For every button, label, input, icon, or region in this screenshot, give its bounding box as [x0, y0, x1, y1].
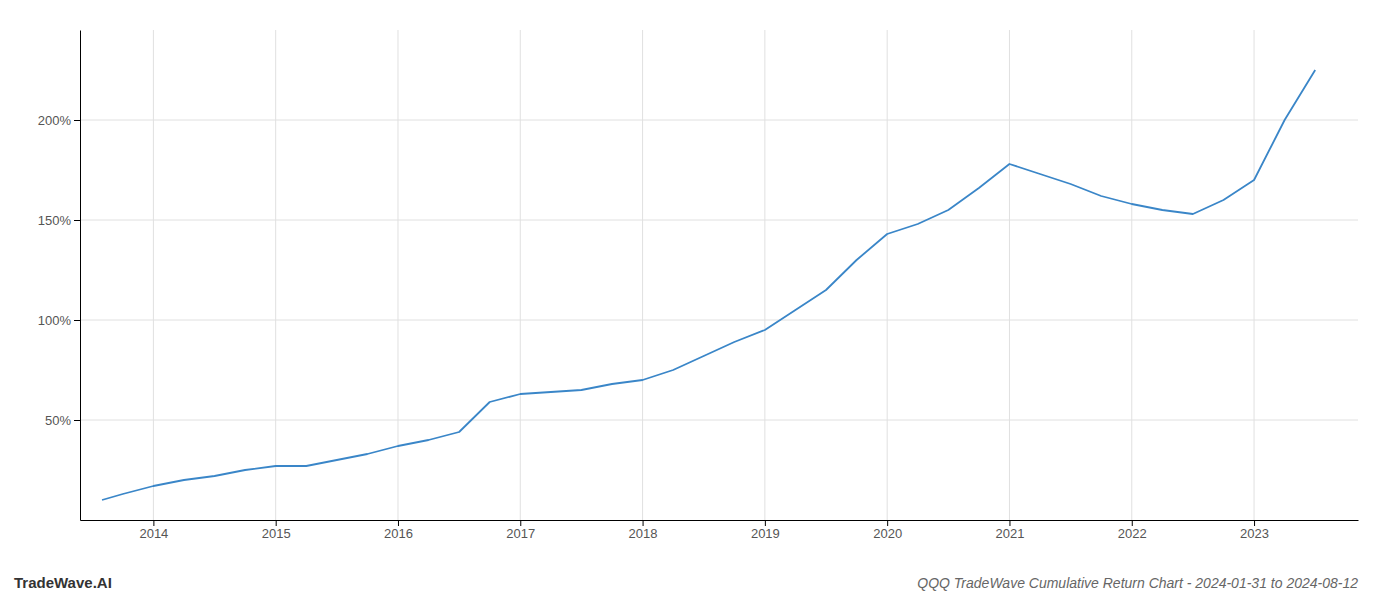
watermark: TradeWave.AI [14, 574, 112, 591]
x-tick-label: 2023 [1240, 526, 1269, 541]
y-tick: 50% [45, 413, 80, 428]
x-tick: 2022 [1118, 520, 1147, 541]
x-tick-mark [887, 520, 888, 526]
y-grid-line [80, 220, 1358, 221]
x-tick-label: 2018 [629, 526, 658, 541]
y-tick: 150% [38, 213, 80, 228]
x-tick-label: 2019 [751, 526, 780, 541]
x-tick-mark [1009, 520, 1010, 526]
y-tick-mark [74, 320, 80, 321]
y-grid-line [80, 320, 1358, 321]
y-grid-line [80, 120, 1358, 121]
x-tick-mark [765, 520, 766, 526]
y-grid-line [80, 420, 1358, 421]
x-grid-line [1131, 30, 1132, 520]
x-tick-mark [153, 520, 154, 526]
x-tick-label: 2020 [873, 526, 902, 541]
x-grid-line [642, 30, 643, 520]
x-tick: 2014 [139, 520, 168, 541]
x-tick-mark [398, 520, 399, 526]
x-tick-mark [643, 520, 644, 526]
x-grid-line [153, 30, 154, 520]
y-tick-label: 200% [38, 113, 72, 128]
grid [80, 30, 1358, 520]
y-tick-label: 50% [45, 413, 71, 428]
y-tick-mark [74, 120, 80, 121]
x-tick-mark [1254, 520, 1255, 526]
x-axis-line [81, 520, 1359, 521]
chart-container: 2014 2015 2016 2017 2018 2019 2020 2021 2022 2023… [0, 0, 1400, 600]
x-tick-label: 2017 [506, 526, 535, 541]
x-grid-line [887, 30, 888, 520]
y-tick: 200% [38, 113, 80, 128]
y-tick: 100% [38, 313, 80, 328]
chart-svg: 2014 2015 2016 2017 2018 2019 2020 2021 2022 2023… [0, 0, 1400, 600]
x-tick: 2016 [384, 520, 413, 541]
x-tick: 2023 [1240, 520, 1269, 541]
x-tick: 2021 [995, 520, 1024, 541]
x-tick-mark [520, 520, 521, 526]
title: QQQ TradeWave Cumulative Return Chart - … [917, 575, 1358, 591]
plot-area [102, 70, 1315, 500]
x-tick-mark [1132, 520, 1133, 526]
line [102, 70, 1315, 500]
x-tick: 2017 [506, 520, 535, 541]
y-tick-mark [74, 420, 80, 421]
x-grid-line [520, 30, 521, 520]
x-tick-label: 2022 [1118, 526, 1147, 541]
y-tick-label: 100% [38, 313, 72, 328]
y-tick-mark [74, 220, 80, 221]
x-tick-label: 2014 [139, 526, 168, 541]
x-tick-label: 2016 [384, 526, 413, 541]
x-grid-line [1009, 30, 1010, 520]
y-tick-label: 150% [38, 213, 72, 228]
x-tick: 2020 [873, 520, 902, 541]
x-tick: 2018 [629, 520, 658, 541]
x-tick: 2015 [262, 520, 291, 541]
x-tick-label: 2021 [995, 526, 1024, 541]
x-grid-line [764, 30, 765, 520]
x-grid-line [275, 30, 276, 520]
x-tick: 2019 [751, 520, 780, 541]
x-axis: 2014 2015 2016 2017 2018 2019 2020 2021 2022 2023 [81, 520, 1359, 541]
x-tick-mark [276, 520, 277, 526]
x-grid-line [1254, 30, 1255, 520]
y-axis-line [80, 31, 81, 521]
y-axis: 50% 100% 150% 200% [38, 31, 81, 521]
x-tick-label: 2015 [262, 526, 291, 541]
